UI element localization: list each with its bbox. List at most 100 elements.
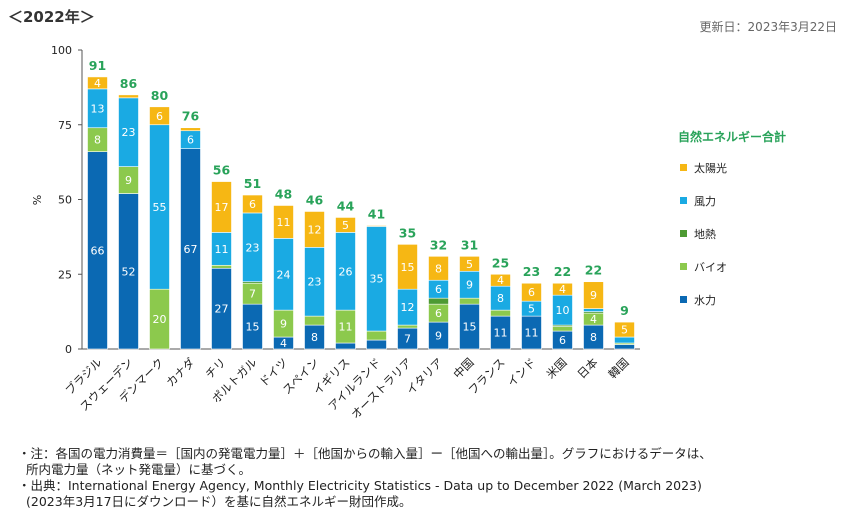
bar-segment-solar [552,282,573,296]
bar-segment-solar [149,106,170,126]
bar-segment-solar [273,205,294,239]
bar-segment-solar [211,181,232,233]
segment-value-label: 15 [401,261,415,274]
segment-value-label: 6 [435,283,442,296]
category-label: カナダ [163,355,198,390]
segment-value-label: 6 [528,286,535,299]
bar-segment-bio [490,309,511,317]
source-line-2: (2023年3月17日にダウンロード）を基に自然エネルギー財団作成。 [26,494,412,509]
segment-value-label: 15 [463,321,477,334]
segment-value-label: 5 [621,324,628,337]
y-axis-label: % [30,195,43,205]
segment-value-label: 11 [494,327,508,340]
category-label: 韓国 [605,355,631,381]
segment-value-label: 9 [590,289,597,302]
segment-value-label: 6 [435,307,442,320]
bar-segment-solar [87,76,108,90]
segment-value-label: 67 [184,243,198,256]
segment-value-label: 55 [153,201,167,214]
segment-value-label: 10 [556,304,570,317]
total-value-label: 51 [244,176,261,191]
segment-value-label: 6 [156,110,163,123]
legend-title: 自然エネルギー合計 [678,129,786,144]
bar-segment-hydro [366,339,387,350]
segment-value-label: 11 [525,327,539,340]
bar-segment-solar [459,256,480,272]
segment-value-label: 8 [94,134,101,147]
segment-value-label: 23 [122,126,136,139]
segment-value-label: 9 [280,318,287,331]
bar-segment-hydro [335,342,356,350]
segment-value-label: 24 [277,268,291,281]
segment-value-label: 5 [466,258,473,271]
note-line-1: ・注：各国の電力消費量＝［国内の発電電力量］＋［他国からの輸入量］ー［他国への輸… [18,446,712,461]
updated-date: 更新日：2023年3月22日 [699,20,837,34]
total-value-label: 23 [523,264,540,279]
segment-value-label: 6 [249,198,256,211]
total-value-label: 32 [430,237,447,252]
labels-layer: 6681349152923862055680676762711175615723… [89,58,629,350]
y-tick-label: 50 [58,194,72,207]
segment-value-label: 9 [466,279,473,292]
y-tick-label: 0 [65,343,72,356]
bars-layer [87,76,635,350]
category-label: チリ [202,355,228,381]
bar-segment-hydro [614,344,635,350]
legend-swatch-solar [680,164,687,171]
segment-value-label: 8 [497,292,504,305]
total-value-label: 56 [213,163,231,178]
segment-value-label: 8 [590,331,597,344]
bar-segment-geo [428,297,449,305]
segment-value-label: 8 [311,331,318,344]
total-value-label: 48 [275,186,292,201]
segment-value-label: 9 [435,330,442,343]
bar-segment-solar [521,282,542,302]
segment-value-label: 35 [370,273,384,286]
legend-swatch-wind [680,197,687,204]
source-line-1: ・出典：International Energy Agency, Monthly… [18,478,702,493]
bar-segment-solar [583,281,604,309]
legend-swatch-bio [680,263,687,270]
segment-value-label: 5 [528,303,535,316]
bar-segment-bio [211,264,232,269]
segment-value-label: 4 [497,274,504,287]
segment-value-label: 8 [435,262,442,275]
bar-segment-solar [335,217,356,233]
segment-value-label: 23 [308,276,322,289]
y-tick-label: 100 [51,44,72,57]
note-line-2: 所内電力量（ネット発電量）に基づく。 [26,462,252,477]
legend-label-bio: バイオ [694,261,727,274]
segment-value-label: 4 [94,77,101,90]
bar-segment-wind [583,308,604,312]
bar-segment-bio [366,330,387,341]
segment-value-label: 5 [342,219,349,232]
category-label: 日本 [574,355,601,382]
bar-segment-solar [490,273,511,287]
bar-segment-solar [304,211,325,248]
bar-segment-solar [614,321,635,338]
total-value-label: 76 [182,109,200,124]
segment-value-label: 4 [280,337,287,350]
segment-value-label: 66 [91,244,105,257]
legend-label-wind: 風力 [694,195,716,208]
segment-value-label: 4 [590,313,597,326]
total-value-label: 25 [492,255,509,270]
bar-segment-solar [397,244,418,290]
bar-segment-wind [614,336,635,344]
total-value-label: 22 [585,263,602,278]
legend-swatch-hydro [680,296,687,303]
segment-value-label: 11 [277,216,291,229]
segment-value-label: 7 [404,333,411,346]
segment-value-label: 6 [187,134,194,147]
segment-value-label: 26 [339,265,353,278]
total-value-label: 91 [89,58,106,73]
category-label: インド [504,355,538,389]
total-value-label: 80 [151,88,169,103]
legend-swatch-geo [680,230,687,237]
segment-value-label: 7 [249,288,256,301]
bar-segment-bio [304,315,325,326]
y-tick-label: 75 [58,119,72,132]
segment-value-label: 11 [339,321,353,334]
bar-segment-solar [242,194,263,214]
